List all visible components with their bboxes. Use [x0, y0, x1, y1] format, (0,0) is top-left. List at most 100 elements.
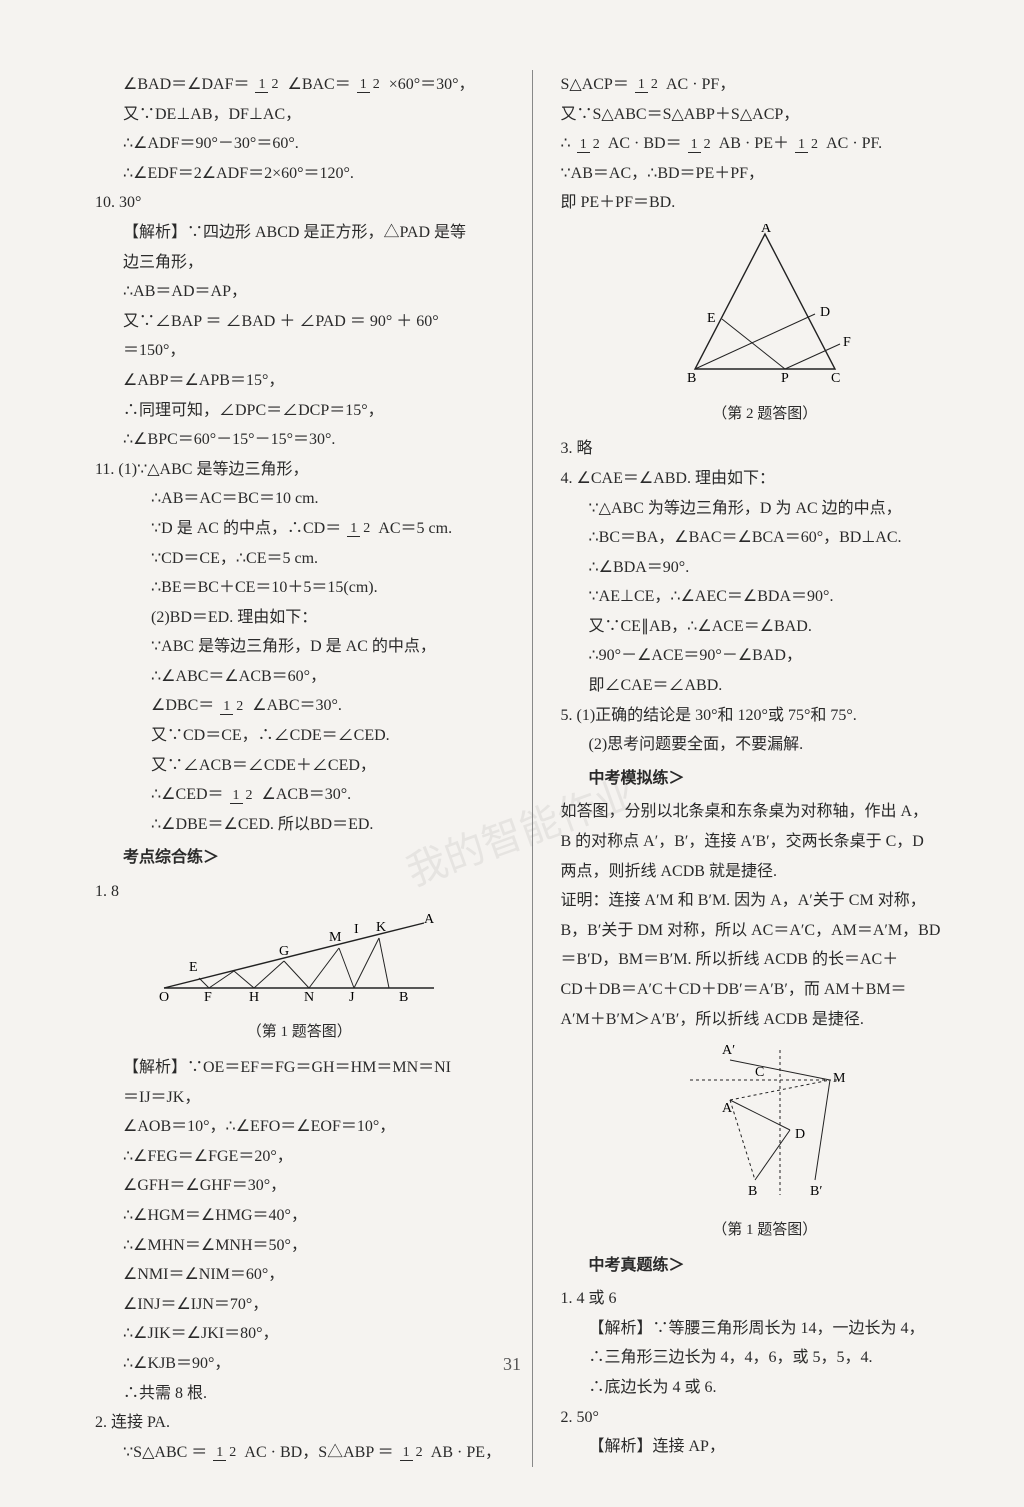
fraction-half: 12: [688, 138, 714, 152]
line: ∵ABC 是等边三角形，D 是 AC 的中点，: [95, 632, 504, 662]
svg-text:K: K: [376, 920, 386, 935]
svg-text:A: A: [424, 913, 435, 927]
figure-2-caption: （第 2 题答图）: [561, 401, 970, 429]
text: ∴: [561, 135, 571, 152]
line: ∴∠BDA＝90°.: [561, 553, 970, 583]
text: ∴∠CED＝: [151, 786, 224, 803]
line: ∴∠ADF＝90°－30°＝60°.: [95, 129, 504, 159]
text: AC · BD，S△ABP ＝: [244, 1444, 397, 1461]
question-10: 10. 30°: [95, 188, 504, 218]
line: ＝150°，: [95, 336, 504, 366]
svg-text:E: E: [707, 311, 716, 326]
text: AB · PE＋: [719, 135, 789, 152]
line: B，B′关于 DM 对称，所以 AC＝A′C，AM＝A′M，BD: [561, 916, 970, 946]
line: ∴∠MHN＝∠MNH＝50°，: [95, 1231, 504, 1261]
line: ∴∠EDF＝2∠ADF＝2×60°＝120°.: [95, 159, 504, 189]
text: ×60°＝30°，: [389, 76, 475, 93]
figure-1: O E F G H M I K A N J B: [95, 913, 504, 1014]
figure-1-caption: （第 1 题答图）: [95, 1019, 504, 1047]
svg-text:C: C: [755, 1065, 764, 1080]
line: ∴ 12 AC · BD＝ 12 AB · PE＋ 12 AC · PF.: [561, 129, 970, 159]
svg-text:A′: A′: [722, 1043, 735, 1058]
line: ∴∠BPC＝60°－15°－15°＝30°.: [95, 425, 504, 455]
left-column: ∠BAD＝∠DAF＝ 12 ∠BAC＝ 12 ×60°＝30°， 又∵DE⊥AB…: [95, 70, 512, 1467]
column-divider: [532, 70, 533, 1467]
line: 如答图，分别以北条桌和东条桌为对称轴，作出 A，: [561, 797, 970, 827]
line: ∠GFH＝∠GHF＝30°，: [95, 1171, 504, 1201]
line: 又∵∠BAP ＝ ∠BAD ＋ ∠PAD ＝ 90° ＋ 60°: [95, 307, 504, 337]
line: ∴AB＝AC＝BC＝10 cm.: [95, 484, 504, 514]
line: ∠DBC＝ 12 ∠ABC＝30°.: [95, 691, 504, 721]
question-r2: 2. 50°: [561, 1403, 970, 1433]
svg-text:P: P: [781, 371, 789, 384]
line: 【解析】∵OE＝EF＝FG＝GH＝HM＝MN＝NI: [95, 1053, 504, 1083]
text: ∵D 是 AC 的中点，∴CD＝: [151, 520, 341, 537]
line: 又∵S△ABC＝S△ABP＋S△ACP，: [561, 100, 970, 130]
question-2: 2. 连接 PA.: [95, 1408, 504, 1438]
line: ∠INJ＝∠IJN＝70°，: [95, 1290, 504, 1320]
line: ∠NMI＝∠NIM＝60°，: [95, 1260, 504, 1290]
line: ＝B′D，BM＝B′M. 所以折线 ACDB 的长＝AC＋: [561, 945, 970, 975]
line: ∠BAD＝∠DAF＝ 12 ∠BAC＝ 12 ×60°＝30°，: [95, 70, 504, 100]
page-number: 31: [0, 1354, 1024, 1375]
line: ∴90°－∠ACE＝90°－∠BAD，: [561, 641, 970, 671]
line: ∠AOB＝10°，∴∠EFO＝∠EOF＝10°，: [95, 1112, 504, 1142]
line: ∵S△ABC ＝ 12 AC · BD，S△ABP ＝ 12 AB · PE，: [95, 1438, 504, 1468]
svg-text:B: B: [748, 1184, 757, 1199]
svg-text:J: J: [349, 990, 355, 1003]
line: ∵AE⊥CE，∴∠AEC＝∠BDA＝90°.: [561, 582, 970, 612]
svg-text:F: F: [204, 990, 212, 1003]
text: ∠DBC＝: [151, 697, 214, 714]
line: 又∵CD＝CE，∴∠CDE＝∠CED.: [95, 721, 504, 751]
fraction-half: 12: [577, 138, 603, 152]
line: 两点，则折线 ACDB 就是捷径.: [561, 857, 970, 887]
text: AC · PF.: [826, 135, 882, 152]
fraction-half: 12: [347, 522, 373, 536]
fraction-half: 12: [635, 78, 661, 92]
line: ∴∠DBE＝∠CED. 所以BD＝ED.: [95, 810, 504, 840]
svg-text:B′: B′: [810, 1184, 822, 1199]
line: 【解析】∵四边形 ABCD 是正方形，△PAD 是等: [95, 218, 504, 248]
svg-text:M: M: [833, 1071, 846, 1086]
line: ∴BC＝BA，∠BAC＝∠BCA＝60°，BD⊥AC.: [561, 523, 970, 553]
line: ∵AB＝AC，∴BD＝PE＋PF，: [561, 159, 970, 189]
text: AC · BD＝: [608, 135, 682, 152]
line: 又∵DE⊥AB，DF⊥AC，: [95, 100, 504, 130]
svg-text:E: E: [189, 960, 198, 975]
line: ∴∠JIK＝∠JKI＝80°，: [95, 1319, 504, 1349]
question-r1: 1. 4 或 6: [561, 1284, 970, 1314]
line: ∴∠HGM＝∠HMG＝40°，: [95, 1201, 504, 1231]
line: ∠ABP＝∠APB＝15°，: [95, 366, 504, 396]
figure-3-caption: （第 1 题答图）: [561, 1217, 970, 1245]
line: ∴底边长为 4 或 6.: [561, 1373, 970, 1403]
line: ∴同理可知，∠DPC＝∠DCP＝15°，: [95, 396, 504, 426]
svg-text:A: A: [761, 224, 772, 236]
line: CD＋DB＝A′C＋CD＋DB′＝A′B′，而 AM＋BM＝: [561, 975, 970, 1005]
svg-text:H: H: [249, 990, 259, 1003]
fraction-half: 12: [795, 138, 821, 152]
text: S△ACP＝: [561, 76, 629, 93]
text: ∠BAD＝∠DAF＝: [123, 76, 249, 93]
line: 又∵CE∥AB，∴∠ACE＝∠BAD.: [561, 612, 970, 642]
line: ∴BE＝BC＋CE＝10＋5＝15(cm).: [95, 573, 504, 603]
figure-3: A′ A B B′ C D M: [561, 1040, 970, 1211]
question-3: 3. 略: [561, 434, 970, 464]
fraction-half: 12: [230, 789, 256, 803]
line: ∴共需 8 根.: [95, 1379, 504, 1409]
line: B 的对称点 A′，B′，连接 A′B′，交两长条桌于 C，D: [561, 827, 970, 857]
fraction-half: 12: [255, 78, 281, 92]
question-11: 11. (1)∵△ABC 是等边三角形，: [95, 455, 504, 485]
question-1: 1. 8: [95, 877, 504, 907]
line: 证明：连接 A′M 和 B′M. 因为 A，A′关于 CM 对称，: [561, 886, 970, 916]
svg-text:A: A: [722, 1101, 733, 1116]
text: ∠ACB＝30°.: [262, 786, 352, 803]
svg-text:O: O: [159, 990, 169, 1003]
svg-text:C: C: [831, 371, 840, 384]
section-title: 中考模拟练＞: [561, 764, 970, 794]
text: AC＝5 cm.: [378, 520, 452, 537]
text: AC · PF，: [666, 76, 735, 93]
svg-text:F: F: [843, 335, 851, 350]
svg-text:G: G: [279, 944, 289, 959]
section-title: 中考真题练＞: [561, 1251, 970, 1281]
question-4: 4. ∠CAE＝∠ABD. 理由如下：: [561, 464, 970, 494]
